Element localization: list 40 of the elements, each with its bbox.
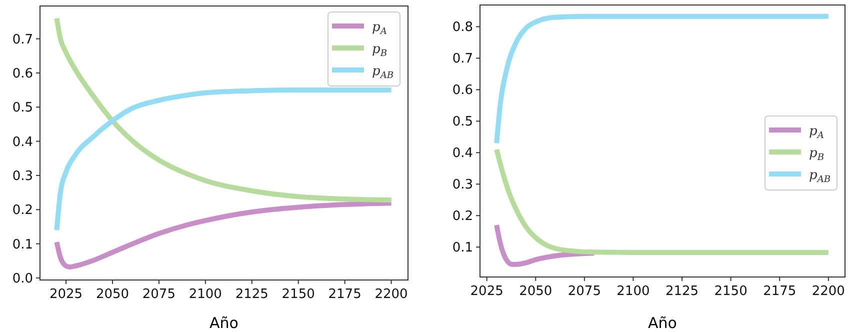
x-tick-label: 2175 (763, 284, 796, 299)
y-tick-label: 0.7 (12, 32, 33, 48)
y-tick-label: 0.3 (12, 168, 33, 184)
legend-label: p$_{A}$ (809, 124, 824, 141)
y-tick-label: 0.2 (452, 209, 473, 224)
y-tick-label: 0.4 (12, 134, 33, 150)
x-tick-label: 2200 (374, 287, 408, 302)
y-tick-label: 0.5 (452, 114, 473, 130)
legend-label: p$_{AB}$ (372, 64, 394, 81)
x-tick-label: 2075 (142, 287, 176, 302)
x-axis-title: Año (210, 314, 238, 332)
y-tick-label: 0.1 (452, 240, 473, 256)
legend-label: p$_{AB}$ (809, 168, 831, 185)
y-tick-label: 0.6 (452, 83, 473, 98)
y-tick-label: 0.3 (452, 178, 473, 193)
y-tick-label: 0.8 (452, 20, 473, 36)
x-tick-label: 2125 (235, 287, 268, 302)
x-tick-label: 2175 (328, 287, 362, 302)
x-tick-label: 2025 (49, 287, 83, 302)
x-tick-label: 2075 (568, 284, 601, 299)
y-tick-label: 0.5 (12, 100, 33, 116)
x-tick-label: 2100 (188, 287, 222, 302)
x-tick-label: 2100 (616, 284, 650, 299)
x-tick-label: 2150 (282, 287, 315, 302)
x-tick-label: 2050 (96, 287, 130, 302)
y-tick-label: 0.0 (12, 271, 33, 286)
legend-label: p$_{B}$ (372, 42, 388, 59)
x-axis-title: Año (648, 314, 677, 332)
y-tick-label: 0.4 (452, 146, 473, 162)
x-tick-label: 2150 (714, 284, 748, 299)
y-tick-label: 0.2 (12, 203, 33, 218)
x-tick-label: 2125 (665, 284, 699, 299)
legend-label: p$_{B}$ (809, 146, 824, 163)
x-tick-label: 2050 (519, 284, 552, 299)
y-tick-label: 0.1 (12, 237, 33, 252)
x-tick-label: 2200 (812, 284, 845, 299)
legend-label: p$_{A}$ (372, 20, 388, 37)
y-tick-label: 0.6 (12, 66, 33, 82)
x-tick-label: 2025 (470, 284, 504, 299)
y-tick-label: 0.7 (452, 52, 473, 67)
